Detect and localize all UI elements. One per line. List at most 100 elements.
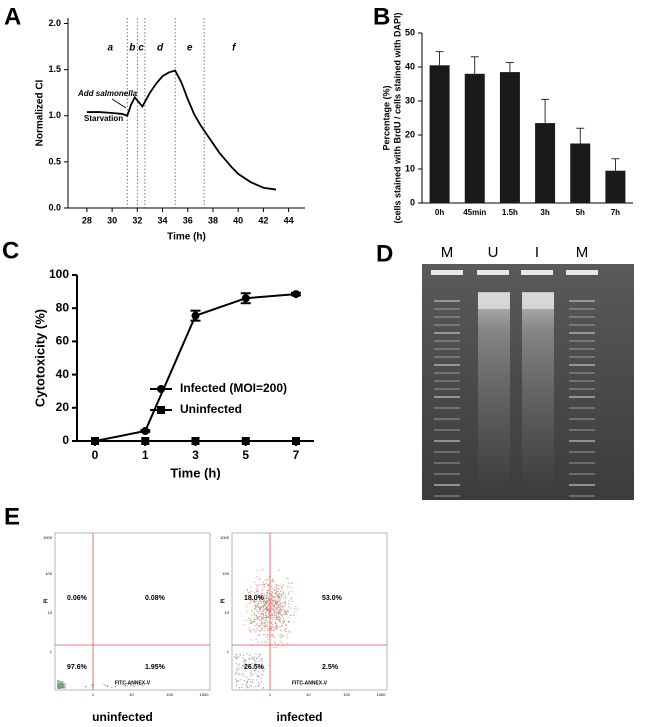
- event-dot: [266, 626, 268, 628]
- event-dot: [251, 656, 253, 658]
- event-dot: [268, 614, 270, 616]
- event-dot: [265, 645, 267, 647]
- event-dot: [271, 578, 273, 580]
- event-dot: [257, 685, 259, 687]
- event-dot: [248, 602, 250, 604]
- x-tick-label: 44: [284, 215, 294, 225]
- event-dot: [252, 681, 254, 683]
- event-dot: [270, 605, 272, 607]
- event-dot: [255, 588, 257, 590]
- event-dot: [279, 618, 281, 620]
- event-dot: [262, 687, 264, 689]
- event-dot: [272, 627, 274, 629]
- event-dot: [288, 582, 290, 584]
- event-dot: [271, 629, 273, 631]
- event-dot: [281, 614, 283, 616]
- event-dot: [267, 598, 269, 600]
- event-dot: [260, 613, 262, 615]
- y-tick-label: 40: [405, 61, 415, 71]
- lane-label: M: [441, 244, 454, 261]
- event-dot: [274, 596, 276, 598]
- event-dot: [254, 608, 256, 610]
- event-dot: [242, 657, 244, 659]
- event-dot: [275, 626, 277, 628]
- event-dot: [289, 621, 291, 623]
- x-tick-label: 10: [129, 692, 134, 697]
- event-dot: [253, 656, 255, 658]
- event-dot: [262, 606, 264, 608]
- event-dot: [253, 667, 255, 669]
- bar: [429, 65, 450, 203]
- event-dot: [258, 619, 260, 621]
- event-dot: [270, 635, 272, 637]
- event-dot: [285, 630, 287, 632]
- event-dot: [263, 668, 265, 670]
- phase-label: d: [157, 43, 164, 54]
- ladder-band: [434, 429, 460, 431]
- event-dot: [61, 683, 63, 685]
- event-dot: [282, 635, 284, 637]
- event-dot: [272, 624, 274, 626]
- ladder-band: [569, 340, 595, 342]
- event-dot: [276, 625, 278, 627]
- panel-letter: A: [4, 3, 21, 30]
- event-dot: [253, 614, 255, 616]
- event-dot: [285, 628, 287, 630]
- event-dot: [57, 686, 59, 688]
- event-dot: [268, 616, 270, 618]
- event-dot: [284, 620, 286, 622]
- event-dot: [271, 606, 273, 608]
- x-axis-label: Time (h): [170, 465, 220, 480]
- event-dot: [272, 588, 274, 590]
- ladder-band: [434, 407, 460, 409]
- event-dot: [288, 600, 290, 602]
- event-dot: [276, 603, 278, 605]
- event-dot: [272, 608, 274, 610]
- event-dot: [276, 602, 278, 604]
- event-dot: [264, 612, 266, 614]
- marker: [191, 311, 200, 320]
- event-dot: [254, 591, 256, 593]
- event-dot: [257, 570, 259, 572]
- event-dot: [280, 629, 282, 631]
- event-dot: [124, 685, 126, 687]
- event-dot: [279, 617, 281, 619]
- event-dot: [250, 621, 252, 623]
- y-tick-label: 0.0: [48, 202, 61, 212]
- gel-well: [566, 270, 598, 275]
- event-dot: [278, 616, 280, 618]
- event-dot: [259, 594, 261, 596]
- event-dot: [272, 594, 274, 596]
- ladder-band: [434, 380, 460, 382]
- event-dot: [281, 614, 283, 616]
- event-dot: [289, 591, 291, 593]
- ladder-band: [569, 462, 595, 464]
- event-dot: [275, 646, 277, 648]
- event-dot: [246, 590, 248, 592]
- event-dot: [58, 685, 60, 687]
- event-dot: [278, 605, 280, 607]
- event-dot: [256, 628, 258, 630]
- event-dot: [273, 612, 275, 614]
- event-dot: [253, 665, 255, 667]
- event-dot: [275, 599, 277, 601]
- event-dot: [255, 606, 257, 608]
- event-dot: [254, 664, 256, 666]
- event-dot: [261, 629, 263, 631]
- event-dot: [266, 610, 268, 612]
- event-dot: [255, 608, 257, 610]
- event-dot: [235, 657, 237, 659]
- event-dot: [250, 599, 252, 601]
- event-dot: [265, 611, 267, 613]
- event-dot: [267, 602, 269, 604]
- event-dot: [239, 654, 241, 656]
- event-dot: [285, 624, 287, 626]
- event-dot: [276, 591, 278, 593]
- event-dot: [281, 620, 283, 622]
- event-dot: [257, 641, 259, 643]
- event-dot: [282, 645, 284, 647]
- event-dot: [266, 623, 268, 625]
- ladder-band: [434, 332, 460, 334]
- gel-well: [477, 270, 509, 275]
- event-dot: [271, 622, 273, 624]
